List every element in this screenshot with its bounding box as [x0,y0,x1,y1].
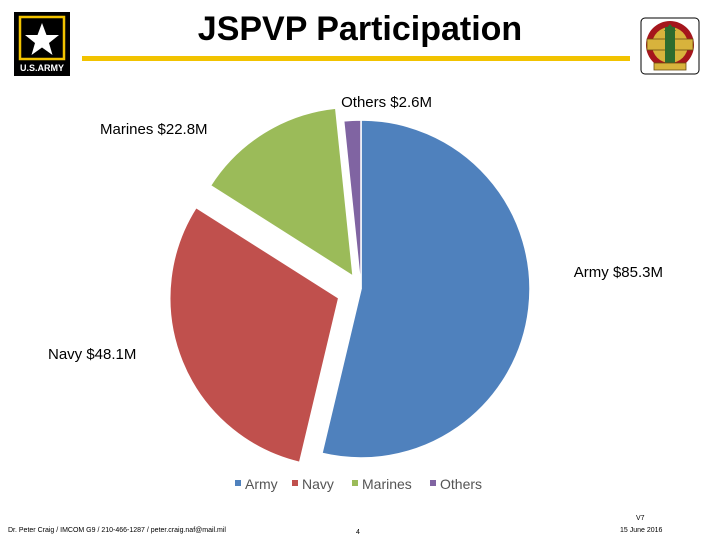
version-label: V7 [636,515,645,522]
legend-swatch-others [430,480,436,486]
date-label: 15 June 2016 [620,527,663,534]
data-label-navy: Navy $48.1M [48,346,136,363]
data-label-army: Army $85.3M [574,264,663,281]
legend-swatch-army [235,480,241,486]
pie-slice-others [342,119,362,290]
us-army-logo: U.S.ARMY [14,12,70,76]
imcom-insignia-icon [640,17,700,75]
legend-label-army: Army [245,476,278,492]
page-number: 4 [356,529,360,536]
footer-contact: Dr. Peter Craig / IMCOM G9 / 210-466-128… [8,527,226,534]
legend-swatch-navy [292,480,298,486]
star-icon [25,23,59,55]
legend-swatch-marines [352,480,358,486]
data-label-others: Others $2.6M [341,94,432,111]
logo-text: U.S.ARMY [20,63,64,73]
legend-label-marines: Marines [362,476,412,492]
data-label-marines: Marines $22.8M [100,121,208,138]
pie-slice-army [321,119,531,459]
pie-slice-navy [169,206,340,464]
pie-slice-marines [209,107,355,278]
legend-label-navy: Navy [302,476,334,492]
title-underline [82,56,630,61]
legend-label-others: Others [440,476,482,492]
page-title: JSPVP Participation [197,10,523,48]
